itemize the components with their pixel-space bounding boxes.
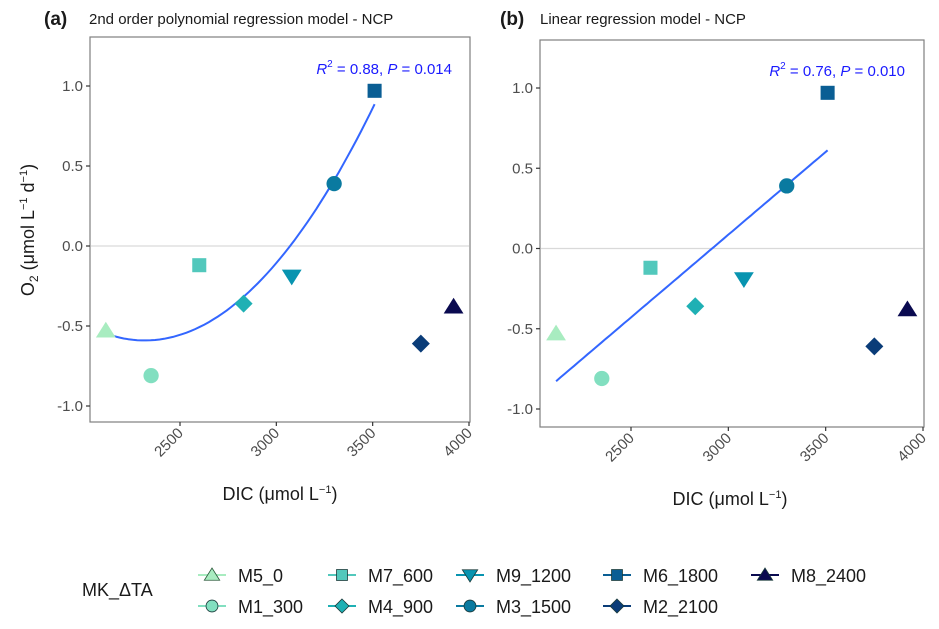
panel-a-annot-mid: = 0.88, <box>333 61 388 78</box>
legend-label: M4_900 <box>368 597 433 618</box>
x-tick-label: 2500 <box>151 425 187 461</box>
legend-key-triangle-up-icon <box>756 567 774 581</box>
x-tick-label: 3500 <box>797 430 833 466</box>
panel-b-points <box>546 85 918 387</box>
legend-item-m8-2400: M8_2400 <box>751 566 866 587</box>
legend-label: M5_0 <box>238 566 283 587</box>
point-m3-1500 <box>779 178 795 194</box>
panel-b: (b) Linear regression model - NCP 1.0 0.5… <box>500 9 930 509</box>
panel-a-title: 2nd order polynomial regression model - … <box>89 11 393 28</box>
point-m8-2400 <box>443 297 464 314</box>
point-m6-1800 <box>367 83 382 98</box>
panel-b-plot-area <box>539 39 925 428</box>
y-tick-label: 0.0 <box>512 241 533 258</box>
panel-a-r2-label: R <box>316 61 327 78</box>
point-m4-900 <box>234 294 253 313</box>
panel-a: (a) 2nd order polynomial regression mode… <box>18 9 476 504</box>
legend: MK_ΔTA M5_0 M1_300 M7_600 M4_900 M9_1200 M3_1… <box>82 566 866 618</box>
point-m3-1500 <box>326 175 342 192</box>
y-tick-label: 0.5 <box>62 158 83 175</box>
legend-label: M3_1500 <box>496 597 571 618</box>
legend-title: MK_ΔTA <box>82 580 153 601</box>
x-tick-label: 4000 <box>440 425 476 461</box>
legend-items: M5_0 M1_300 M7_600 M4_900 M9_1200 M3_1500 M6_1… <box>198 566 866 618</box>
point-m5-0 <box>546 324 566 341</box>
panel-a-r2-sup: 2 <box>327 59 333 70</box>
panel-a-x-axis-label: DIC (μmol L−1) <box>223 484 338 504</box>
y-tick-label: -0.5 <box>507 321 533 338</box>
panel-b-x-ticks: 2500 3000 3500 4000 <box>602 427 930 465</box>
panel-b-x-axis-label: DIC (μmol L−1) <box>673 489 788 509</box>
legend-label: M7_600 <box>368 566 433 587</box>
point-m2-2100 <box>865 337 884 356</box>
legend-item-m4-900: M4_900 <box>328 597 433 618</box>
panel-b-p-label: P <box>840 63 850 80</box>
legend-key-diamond-icon <box>609 598 625 614</box>
panel-a-y-ticks: 1.0 0.5 0.0 -0.5 -1.0 <box>57 78 90 415</box>
legend-key-square-icon <box>336 569 348 581</box>
point-m9-1200 <box>734 272 754 288</box>
panel-a-tag: (a) <box>44 9 67 30</box>
panel-b-title: Linear regression model - NCP <box>540 11 746 28</box>
legend-label: M6_1800 <box>643 566 718 587</box>
legend-key-triangle-up-icon <box>203 567 221 581</box>
legend-item-m7-600: M7_600 <box>328 566 433 587</box>
point-m1-300 <box>594 370 610 387</box>
panel-a-p-label: P <box>387 61 397 78</box>
point-m9-1200 <box>281 269 302 286</box>
point-m4-900 <box>686 297 705 316</box>
legend-item-m2-2100: M2_2100 <box>603 597 718 618</box>
point-m8-2400 <box>897 300 918 317</box>
legend-item-m5-0: M5_0 <box>198 566 283 587</box>
panel-b-r2-sup: 2 <box>780 61 786 72</box>
panel-a-annot-end: = 0.014 <box>397 61 452 78</box>
panel-a-y-axis-label: O2 (μmol L−1 d−1) <box>18 164 41 296</box>
panel-a-x-ticks: 2500 3000 3500 4000 <box>151 422 476 460</box>
legend-label: M9_1200 <box>496 566 571 587</box>
legend-item-m1-300: M1_300 <box>198 597 303 618</box>
point-m7-600 <box>192 258 207 273</box>
panel-b-y-ticks: 1.0 0.5 0.0 -0.5 -1.0 <box>507 80 540 418</box>
panel-b-r2-label: R <box>769 63 780 80</box>
y-tick-label: 0.5 <box>512 160 533 177</box>
x-tick-label: 4000 <box>894 430 930 466</box>
legend-label: M2_2100 <box>643 597 718 618</box>
legend-key-circle-icon <box>463 599 477 613</box>
point-m7-600 <box>643 260 658 275</box>
y-tick-label: 1.0 <box>62 78 83 95</box>
panel-a-points <box>95 83 464 384</box>
panel-b-annot-end: = 0.010 <box>850 63 905 80</box>
legend-item-m3-1500: M3_1500 <box>456 597 571 618</box>
x-tick-label: 3500 <box>344 425 380 461</box>
legend-key-diamond-icon <box>334 598 350 614</box>
y-tick-label: -0.5 <box>57 318 83 335</box>
legend-item-m9-1200: M9_1200 <box>456 566 571 587</box>
legend-label: M1_300 <box>238 597 303 618</box>
y-tick-label: 1.0 <box>512 80 533 97</box>
x-tick-label: 2500 <box>602 430 638 466</box>
legend-item-m6-1800: M6_1800 <box>603 566 718 587</box>
legend-label: M8_2400 <box>791 566 866 587</box>
y-tick-label: -1.0 <box>57 398 83 415</box>
panel-b-annot-mid: = 0.76, <box>786 63 841 80</box>
x-tick-label: 3000 <box>248 425 284 461</box>
point-m5-0 <box>95 321 116 338</box>
panel-a-annotation: R2 = 0.88, P = 0.014 <box>316 59 452 78</box>
legend-key-circle-icon <box>205 599 219 613</box>
panel-b-tag: (b) <box>500 9 524 30</box>
point-m1-300 <box>143 367 159 384</box>
point-m6-1800 <box>820 85 835 100</box>
point-m2-2100 <box>411 334 430 353</box>
panel-a-plot-area <box>89 36 471 423</box>
y-tick-label: -1.0 <box>507 401 533 418</box>
legend-key-triangle-down-icon <box>461 569 479 583</box>
panel-b-annotation: R2 = 0.76, P = 0.010 <box>769 61 905 80</box>
x-tick-label: 3000 <box>700 430 736 466</box>
legend-key-square-icon <box>611 569 623 581</box>
y-tick-label: 0.0 <box>62 238 83 255</box>
